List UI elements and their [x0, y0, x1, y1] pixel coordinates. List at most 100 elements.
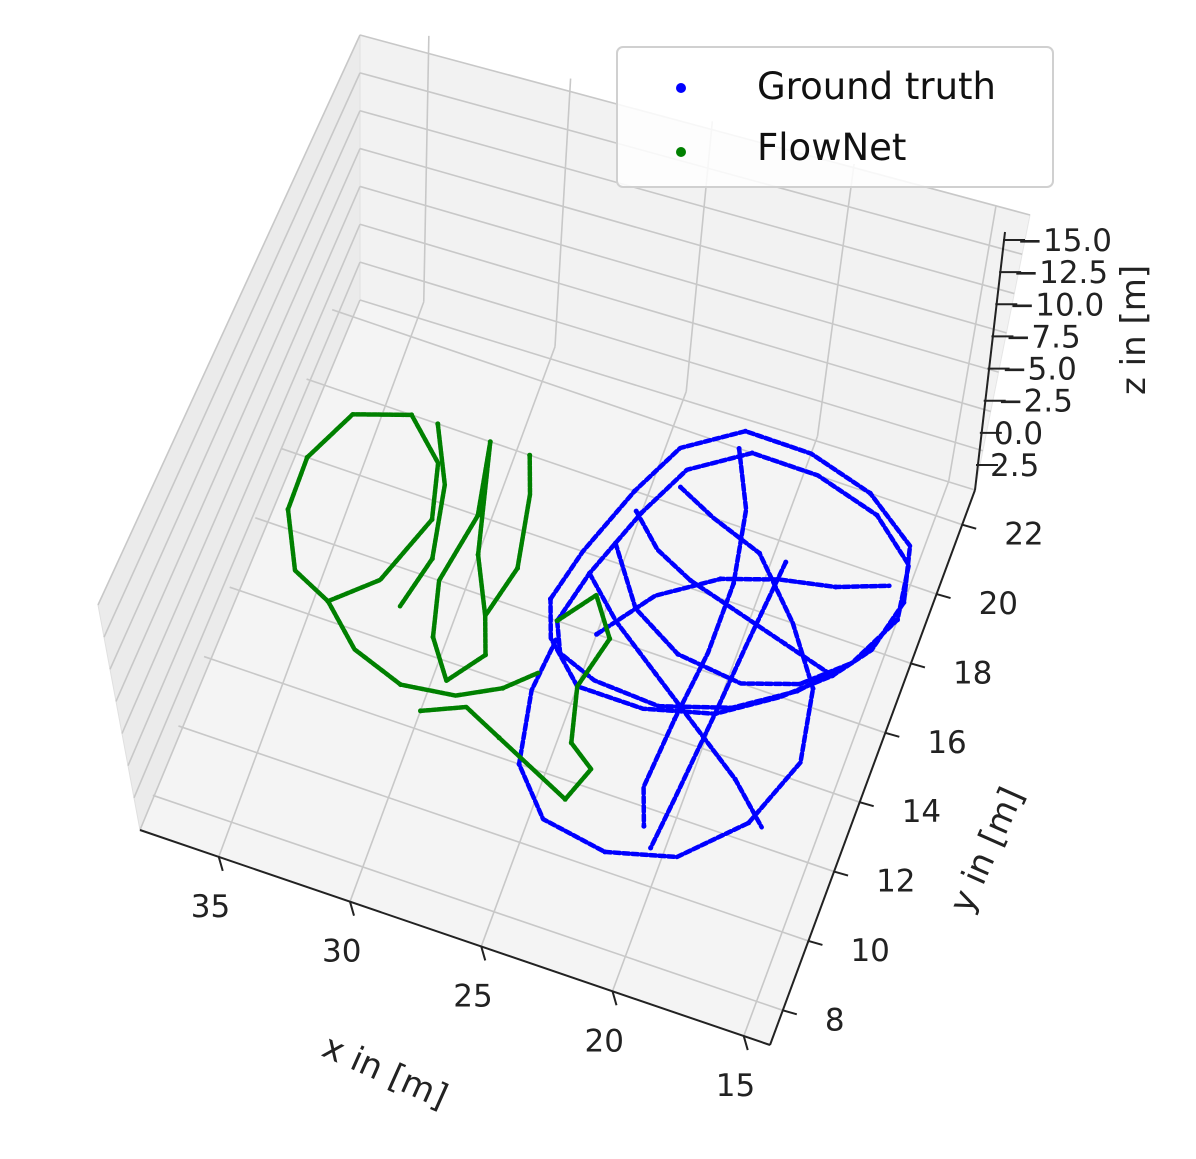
- data-point: [653, 671, 659, 677]
- data-point: [613, 540, 618, 546]
- y-tick-label: 18: [953, 655, 992, 691]
- data-point: [783, 559, 789, 565]
- data-point: [548, 596, 553, 602]
- data-point: [895, 617, 900, 623]
- data-point: [587, 570, 592, 576]
- y-tick-mark: [910, 662, 926, 669]
- data-point: [687, 577, 693, 583]
- z-tick-label: −2.5: [998, 384, 1073, 420]
- grid-line-x: [742, 480, 950, 1037]
- legend-marker-ground-truth: [676, 83, 686, 93]
- data-point: [794, 688, 800, 694]
- data-point: [731, 580, 737, 586]
- data-point: [304, 454, 310, 460]
- data-point: [568, 740, 574, 746]
- z-tick-label: −5.0: [1002, 352, 1077, 388]
- grid-line-y: [229, 586, 860, 803]
- x-axis-label: x in [m]: [316, 1027, 453, 1117]
- data-point: [487, 439, 493, 445]
- data-point: [409, 412, 415, 418]
- grid-line-y: [152, 794, 784, 1012]
- trajectory-0-1: [554, 450, 912, 711]
- data-point: [874, 512, 880, 518]
- data-point: [648, 845, 654, 851]
- data-point: [325, 598, 331, 604]
- panes: [97, 34, 1031, 1046]
- data-point: [602, 849, 608, 855]
- data-point: [527, 452, 533, 458]
- y-tick-mark: [833, 870, 849, 877]
- grid-line-z-back: [359, 223, 991, 413]
- data-point: [736, 446, 742, 451]
- data-point: [607, 636, 613, 642]
- data-point: [712, 711, 718, 717]
- grid-line-y: [331, 308, 963, 526]
- data-point: [515, 565, 520, 571]
- data-point: [746, 820, 752, 826]
- x-tick-mark: [217, 856, 224, 872]
- trajectory-1-2: [325, 598, 541, 698]
- x-tick-mark: [742, 1035, 749, 1051]
- data-point: [475, 552, 481, 558]
- z-tick-label: −15.0: [1017, 223, 1112, 259]
- data-point: [430, 634, 436, 640]
- data-point: [757, 550, 762, 556]
- data-point: [500, 685, 506, 691]
- x-tick-label: 35: [191, 889, 230, 925]
- grid-line-vertical: [422, 35, 430, 302]
- trajectory-0-8: [633, 508, 835, 678]
- legend-label-ground-truth: Ground truth: [757, 65, 996, 108]
- grid-line-vertical: [816, 163, 855, 437]
- data-point: [743, 428, 748, 434]
- x-tick-label: 20: [585, 1023, 624, 1059]
- data-point: [475, 513, 481, 519]
- z-tick-label: −10.0: [1009, 287, 1104, 323]
- data-point: [797, 681, 803, 687]
- grid-line-vertical: [947, 206, 997, 482]
- grid-line-z-left: [127, 223, 361, 767]
- y-tick-label: 8: [825, 1002, 845, 1038]
- z-tick-label: 2.5: [990, 448, 1039, 484]
- data-point: [732, 776, 738, 782]
- grid-line-z-back: [359, 109, 1015, 295]
- trajectory-0-6: [613, 540, 855, 687]
- data-point: [557, 650, 563, 656]
- data-point: [632, 488, 638, 494]
- trajectory-0-4: [641, 446, 749, 829]
- data-point: [285, 506, 291, 512]
- axes: [139, 231, 1025, 1051]
- legend-label-flownet: FlowNet: [757, 126, 906, 169]
- y-tick-mark: [936, 593, 951, 600]
- data-point: [867, 490, 873, 496]
- grid-line-z-left: [139, 299, 361, 831]
- legend-marker-flownet: [676, 147, 686, 157]
- data-point: [398, 682, 404, 688]
- data-point: [810, 686, 816, 692]
- data-point: [553, 637, 559, 643]
- data-point: [418, 708, 423, 714]
- trajectory-1-4: [482, 452, 533, 619]
- x-tick-mark: [480, 946, 487, 961]
- data-point: [633, 508, 639, 514]
- grid-line-z-left: [121, 186, 361, 734]
- grid-line-x: [349, 346, 556, 902]
- data-points: [285, 412, 913, 860]
- grid-line-x: [480, 391, 688, 947]
- grid-line-z-left: [97, 34, 361, 606]
- z-tick-label: −7.5: [1005, 319, 1080, 355]
- y-tick-mark: [961, 523, 977, 530]
- grid-line-z-left: [115, 148, 361, 702]
- data-point: [782, 641, 788, 647]
- y-tick-mark: [808, 939, 823, 946]
- y-tick-mark: [885, 731, 900, 738]
- series-ground-truth: [516, 428, 913, 860]
- grid-line-z-back: [359, 261, 984, 452]
- y-tick-mark: [859, 801, 874, 808]
- x-axis-line: [139, 829, 771, 1046]
- x-tick-label: 25: [453, 978, 492, 1014]
- tick-labels: 35 30 25 20 15 810 12 14 16 18 20 22 −15.0−12.5−10.0…: [191, 223, 1112, 1104]
- grid-line-z-left: [133, 261, 361, 799]
- grid-line-x: [217, 301, 425, 858]
- grid-line-z-left: [103, 72, 361, 638]
- y-tick-label: 14: [902, 794, 941, 830]
